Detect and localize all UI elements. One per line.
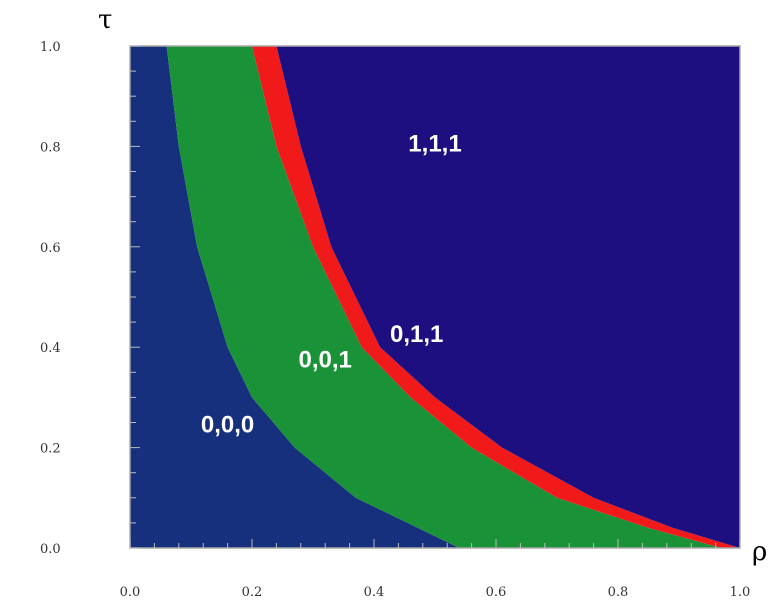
region-001-area [166,46,722,548]
x-tick-label: 0.6 [486,585,507,600]
region-label: 1,1,1 [408,130,461,157]
region-labels: 0,0,0 0,0,1 0,1,1 1,1,1 [201,130,462,438]
x-tick-label: 0.0 [120,585,141,600]
x-tick-label: 1.0 [730,585,751,600]
regions-layer [130,46,740,548]
region-label: 0,0,1 [299,346,352,373]
y-tick-label: 0.2 [40,442,61,457]
y-tick-label: 0.6 [40,241,61,256]
x-tick-label: 0.4 [364,585,385,600]
y-tick-label: 0.4 [40,341,61,356]
x-tick-label: 0.8 [608,585,629,600]
y-tick-label: 0.8 [40,140,61,155]
y-tick-label: 1.0 [40,40,61,55]
region-000-area [130,46,460,548]
axis-ticks: 0.0 0.2 0.4 0.6 0.8 1.0 0.0 0.2 0.4 0.6 0.8 1.0 [40,40,750,600]
region-label: 0,0,0 [201,412,254,439]
region-111-area [276,46,740,548]
region-011-area [252,46,740,548]
y-axis-label: τ [98,5,112,35]
y-tick-label: 0.0 [40,542,61,557]
x-axis-label: ρ [752,537,767,567]
region-label: 0,1,1 [390,321,443,348]
x-tick-label: 0.2 [242,585,263,600]
